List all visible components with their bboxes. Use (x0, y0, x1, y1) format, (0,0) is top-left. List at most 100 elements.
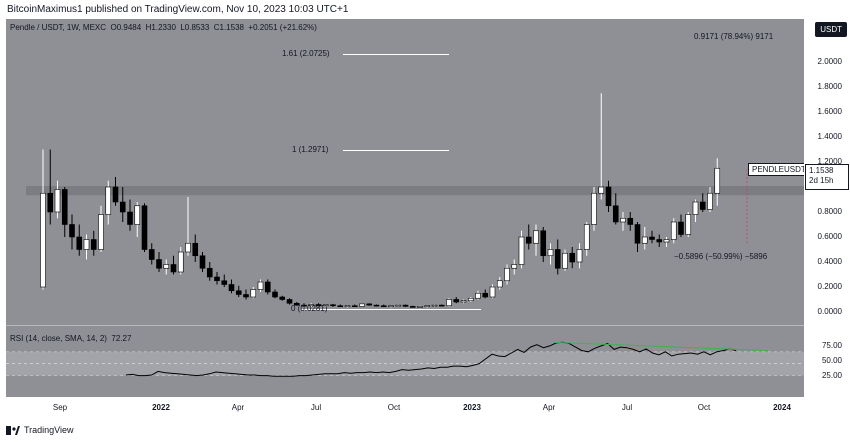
candle-body (409, 306, 416, 308)
candle-body (583, 224, 590, 250)
candle-body (641, 236, 648, 244)
price-tick-label: 0.6000 (817, 232, 842, 241)
low-label: L (180, 23, 185, 32)
candle-body (301, 304, 307, 307)
measure-up-label: 0.9171 (78.94%) 9171 (694, 32, 774, 41)
candle-body (620, 217, 626, 223)
candle-body (264, 281, 271, 293)
candle-body (467, 297, 474, 302)
candle-body (279, 296, 286, 300)
candle-body (634, 224, 641, 244)
candle-body (330, 304, 336, 307)
rsi-legend: RSI (14, close, SMA, 14, 2) 72.27 (10, 334, 131, 343)
candle-body (322, 304, 329, 307)
time-tick-label: 2024 (773, 403, 791, 412)
candle-body (525, 236, 532, 244)
time-tick-label: Jul (621, 403, 633, 412)
candle-body (533, 230, 539, 244)
low-value: 0.8533 (184, 23, 210, 32)
candle-body (235, 290, 242, 295)
candle-body (417, 306, 423, 308)
candle-body (460, 300, 467, 303)
candle-body (90, 239, 97, 250)
price-axis[interactable]: USDT 2.00001.80001.60001.40001.20001.000… (804, 19, 850, 397)
footer: TradingView (0, 419, 850, 442)
candle-body (446, 299, 452, 307)
time-tick-label: Sep (52, 403, 68, 412)
candle-body (199, 255, 206, 269)
rsi-tick-label: 25.00 (821, 370, 842, 380)
currency-button[interactable]: USDT (815, 22, 847, 37)
time-tick-label: Apr (231, 403, 245, 412)
tradingview-logo[interactable]: TradingView (6, 425, 74, 435)
candle-body (540, 230, 547, 257)
tradingview-icon (6, 425, 20, 435)
brand-name: TradingView (24, 425, 74, 435)
candle-body (380, 305, 387, 308)
fib-label-0: 0 (0.0281) (291, 304, 328, 313)
candle-body (554, 249, 561, 269)
bar-countdown: 2d 15h (809, 176, 834, 185)
candle-body (112, 186, 119, 203)
fib-line-0 (301, 309, 481, 310)
time-tick-label: Oct (387, 403, 401, 412)
price-chart-pane[interactable]: Pendle / USDT, 1W, MEXC O0.9484 H1.2330 … (6, 19, 804, 325)
candle-body (518, 236, 525, 265)
price-tick-label: 1.4000 (817, 132, 842, 141)
candle-body (707, 192, 713, 210)
candle-body (141, 205, 148, 250)
price-tick-label: 0.0000 (817, 307, 842, 316)
candle-body (293, 302, 300, 306)
fib-line-161 (343, 54, 449, 55)
publisher-text: BitcoinMaximus1 published on TradingView… (7, 4, 349, 15)
candle-body (148, 249, 155, 260)
candle-body (286, 299, 293, 304)
high-label: H (145, 23, 152, 32)
rsi-value: 72.27 (111, 334, 132, 343)
candle-body (649, 236, 655, 240)
candle-body (47, 192, 54, 213)
candle-body (228, 284, 235, 292)
candle-body (40, 192, 46, 288)
candle-body (134, 205, 141, 225)
candle-body (547, 249, 554, 257)
candle-body (69, 224, 75, 238)
candle-body (359, 303, 365, 307)
publisher-bar: BitcoinMaximus1 published on TradingView… (0, 0, 850, 19)
candle-body (344, 305, 351, 308)
fib-label-1: 1 (1.2971) (292, 145, 329, 154)
candle-body (272, 291, 278, 298)
candle-body (83, 239, 90, 250)
candle-body (511, 264, 518, 269)
candle-body (395, 304, 402, 307)
candle-body (438, 304, 445, 307)
rsi-pane[interactable]: RSI (14, close, SMA, 14, 2) 72.27 (6, 331, 804, 397)
price-tick-label: 0.2000 (817, 282, 842, 291)
price-tick-label: 0.4000 (817, 257, 842, 266)
high-value: 1.2330 (151, 23, 176, 32)
candle-body (431, 304, 438, 307)
last-price-label: 1.1538 2d 15h (805, 164, 849, 190)
pane-separator[interactable] (6, 325, 804, 331)
candle-body (192, 242, 199, 257)
symbol-price-tag: PENDLEUSDT (748, 163, 804, 176)
resistance-zone (26, 186, 804, 196)
candle-body (714, 167, 721, 194)
price-tick-label: 1.8000 (817, 82, 842, 91)
rsi-label: RSI (14, close, SMA, 14, 2) (10, 334, 107, 343)
candle-body (76, 236, 83, 250)
fib-line-1 (343, 150, 449, 151)
candle-body (692, 201, 699, 215)
time-axis[interactable]: Sep 2022 Apr Jul Oct 2023 Apr Jul Oct 2024 (6, 397, 804, 419)
candle-body (678, 221, 684, 235)
candle-body (663, 239, 670, 243)
symbol-legend: Pendle / USDT, 1W, MEXC O0.9484 H1.2330 … (10, 23, 317, 32)
rsi-line (125, 341, 737, 377)
rsi-canvas (6, 341, 804, 377)
candle-body (315, 304, 322, 307)
candle-body (569, 252, 576, 263)
open-label: O (110, 23, 117, 32)
candle-body (98, 214, 104, 250)
fib-label-161: 1.61 (2.0725) (282, 49, 330, 58)
candle-body (156, 259, 162, 269)
